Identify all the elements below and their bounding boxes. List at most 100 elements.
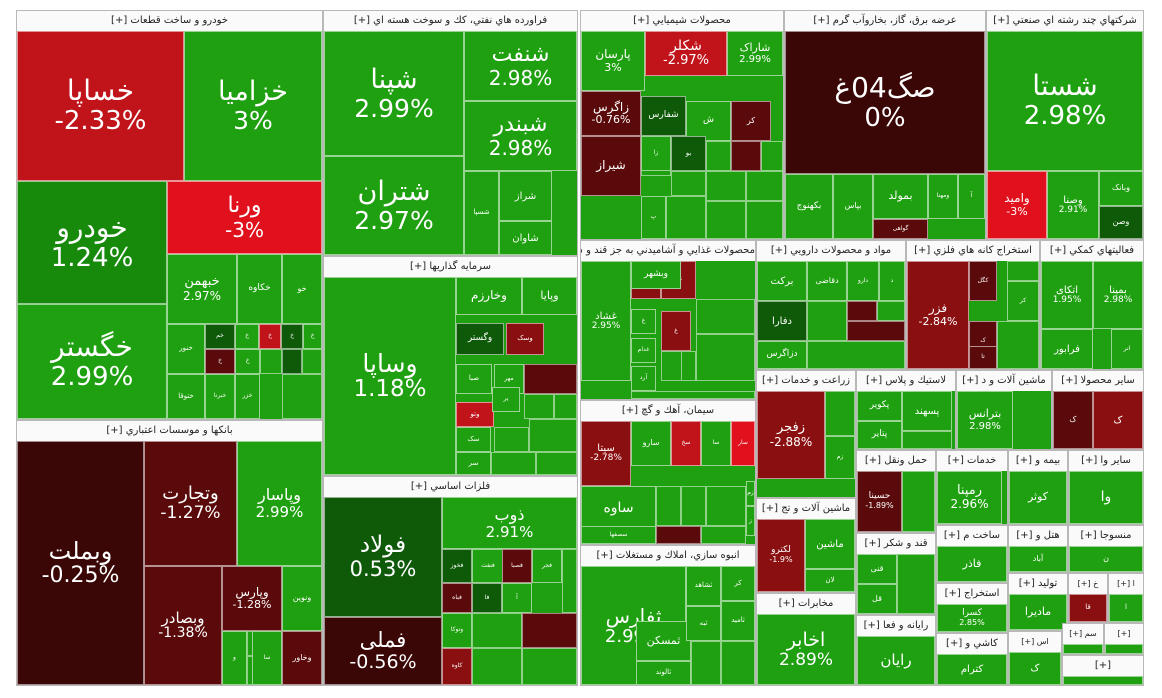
stock-tile[interactable]: خم xyxy=(205,324,235,349)
stock-tile[interactable]: خنور xyxy=(167,324,205,374)
sector-title[interactable]: ساير محصولا [+] xyxy=(1053,371,1143,391)
minor-stock-cell[interactable] xyxy=(746,201,783,239)
minor-stock-cell[interactable] xyxy=(706,141,731,171)
stock-tile[interactable]: سا xyxy=(252,631,282,685)
stock-tile[interactable]: کاوه xyxy=(442,648,472,685)
stock-tile[interactable]: سار xyxy=(731,421,755,466)
stock-tile[interactable]: وپارس -1.28% xyxy=(222,566,282,631)
sector-title[interactable]: منسوجا [+] xyxy=(1069,526,1143,546)
minor-stock-cell[interactable] xyxy=(554,394,577,419)
stock-tile[interactable]: فصبا xyxy=(502,549,532,583)
stock-tile[interactable]: خودرو 1.24% xyxy=(17,181,167,304)
sector-title[interactable]: استخراج [+] xyxy=(937,584,1007,604)
minor-stock-cell[interactable] xyxy=(562,549,577,613)
stock-tile[interactable]: خ xyxy=(235,349,260,374)
stock-tile[interactable]: فا xyxy=(472,583,502,613)
stock-tile[interactable]: دارو xyxy=(847,261,879,301)
minor-stock-cell[interactable] xyxy=(524,394,554,419)
stock-tile[interactable]: تا xyxy=(969,346,997,369)
sector-title[interactable]: حمل ونقل [+] xyxy=(857,451,935,471)
stock-tile[interactable]: ختوقا xyxy=(167,374,205,419)
stock-tile[interactable]: کسرا 2.85% xyxy=(937,604,1007,632)
stock-tile[interactable]: آ xyxy=(502,583,532,613)
sector-title[interactable]: رايانه و فعا [+] xyxy=(857,616,935,636)
stock-tile[interactable]: کر xyxy=(721,566,755,601)
stock-tile[interactable]: شتران 2.97% xyxy=(324,156,464,255)
minor-stock-cell[interactable] xyxy=(825,391,855,436)
minor-stock-cell[interactable] xyxy=(706,486,746,526)
stock-tile[interactable]: پارسان 3% xyxy=(581,31,645,91)
stock-tile[interactable]: ن xyxy=(1069,546,1143,572)
stock-tile[interactable]: وخارزم xyxy=(456,277,522,315)
stock-tile[interactable]: فاذر xyxy=(937,546,1007,582)
sector-title[interactable]: ساير وا [+] xyxy=(1069,451,1143,471)
minor-stock-cell[interactable] xyxy=(721,641,755,685)
stock-tile[interactable]: ومهنا xyxy=(928,174,958,219)
sector-title[interactable]: سيمان، آهك و گچ [+] xyxy=(581,401,755,421)
stock-tile[interactable]: پتایر xyxy=(857,421,902,449)
stock-tile[interactable]: سخ xyxy=(671,421,701,466)
stock-tile[interactable] xyxy=(1063,644,1103,654)
stock-tile[interactable]: خ xyxy=(303,324,322,349)
sector-title[interactable]: انبوه سازي، املاك و مستغلات [+] xyxy=(581,546,755,566)
stock-tile[interactable]: اتکای 1.95% xyxy=(1041,261,1093,329)
stock-tile[interactable]: خزامیا 3% xyxy=(184,31,322,181)
stock-tile[interactable]: خو xyxy=(282,254,322,324)
stock-tile[interactable]: غ xyxy=(661,311,691,351)
stock-tile[interactable]: وصنا 2.91% xyxy=(1047,171,1099,239)
stock-tile[interactable]: ز xyxy=(746,506,755,536)
stock-tile[interactable]: وساپا 1.18% xyxy=(324,277,456,475)
stock-tile[interactable]: دفارا xyxy=(757,301,807,341)
stock-tile[interactable]: وخاور xyxy=(282,631,322,685)
sector-title[interactable]: بانكها و موسسات اعتباري [+] xyxy=(17,421,322,441)
stock-tile[interactable]: خگستر 2.99% xyxy=(17,304,167,419)
minor-stock-cell[interactable] xyxy=(666,196,706,239)
stock-tile[interactable]: ثالوند xyxy=(636,661,691,685)
stock-tile[interactable]: ورنا -3% xyxy=(167,181,322,254)
stock-tile[interactable]: وسک xyxy=(506,323,544,355)
minor-stock-cell[interactable] xyxy=(1007,261,1039,281)
minor-stock-cell[interactable] xyxy=(701,526,746,544)
stock-tile[interactable]: شستا 2.98% xyxy=(987,31,1143,171)
stock-tile[interactable]: دزاگرس xyxy=(757,341,807,369)
stock-tile[interactable]: شاراک 2.99% xyxy=(727,31,783,76)
stock-tile[interactable]: ک xyxy=(1009,652,1061,685)
stock-tile[interactable] xyxy=(1105,644,1143,654)
stock-tile[interactable]: شاوان xyxy=(499,221,552,255)
sector-title[interactable]: [+] xyxy=(1063,656,1143,676)
stock-tile[interactable]: ساوه xyxy=(581,486,656,531)
minor-stock-cell[interactable] xyxy=(807,341,905,369)
sector-title[interactable]: مواد و محصولات دارويي [+] xyxy=(757,241,905,261)
stock-tile[interactable]: شبندر 2.98% xyxy=(464,101,577,171)
stock-tile[interactable]: دقاضی xyxy=(807,261,847,301)
sector-title[interactable]: سم [+] xyxy=(1063,624,1103,644)
stock-tile[interactable]: خزر xyxy=(235,374,260,419)
minor-stock-cell[interactable] xyxy=(631,391,755,399)
stock-tile[interactable]: شراز xyxy=(499,171,552,221)
stock-tile[interactable]: شسپا xyxy=(464,171,499,255)
stock-tile[interactable]: ذوب 2.91% xyxy=(442,497,577,549)
minor-stock-cell[interactable] xyxy=(282,349,302,374)
stock-tile[interactable] xyxy=(1063,676,1143,685)
minor-stock-cell[interactable] xyxy=(260,349,282,374)
minor-stock-cell[interactable] xyxy=(472,613,522,648)
stock-tile[interactable]: کر xyxy=(731,101,771,141)
minor-stock-cell[interactable] xyxy=(494,427,529,452)
stock-tile[interactable]: آ xyxy=(958,174,985,219)
stock-tile[interactable]: وامید -3% xyxy=(987,171,1047,239)
stock-tile[interactable]: فنفت xyxy=(472,549,504,583)
stock-tile[interactable]: ش xyxy=(686,101,731,141)
stock-tile[interactable]: زم xyxy=(746,481,755,506)
stock-tile[interactable]: وبصادر -1.38% xyxy=(144,566,222,685)
stock-tile[interactable]: کترام xyxy=(937,654,1007,685)
stock-tile[interactable]: بکهنوج xyxy=(785,174,833,239)
stock-tile[interactable]: ثشاهد xyxy=(686,566,721,606)
stock-tile[interactable]: ير xyxy=(492,387,520,412)
stock-tile[interactable]: انر xyxy=(1111,329,1143,369)
stock-tile[interactable]: خکاوه xyxy=(237,254,282,324)
minor-stock-cell[interactable] xyxy=(522,613,577,648)
minor-stock-cell[interactable] xyxy=(302,349,322,374)
stock-tile[interactable]: فباه xyxy=(442,583,472,613)
stock-tile[interactable]: وبشهر xyxy=(631,261,681,289)
minor-stock-cell[interactable] xyxy=(522,648,577,685)
